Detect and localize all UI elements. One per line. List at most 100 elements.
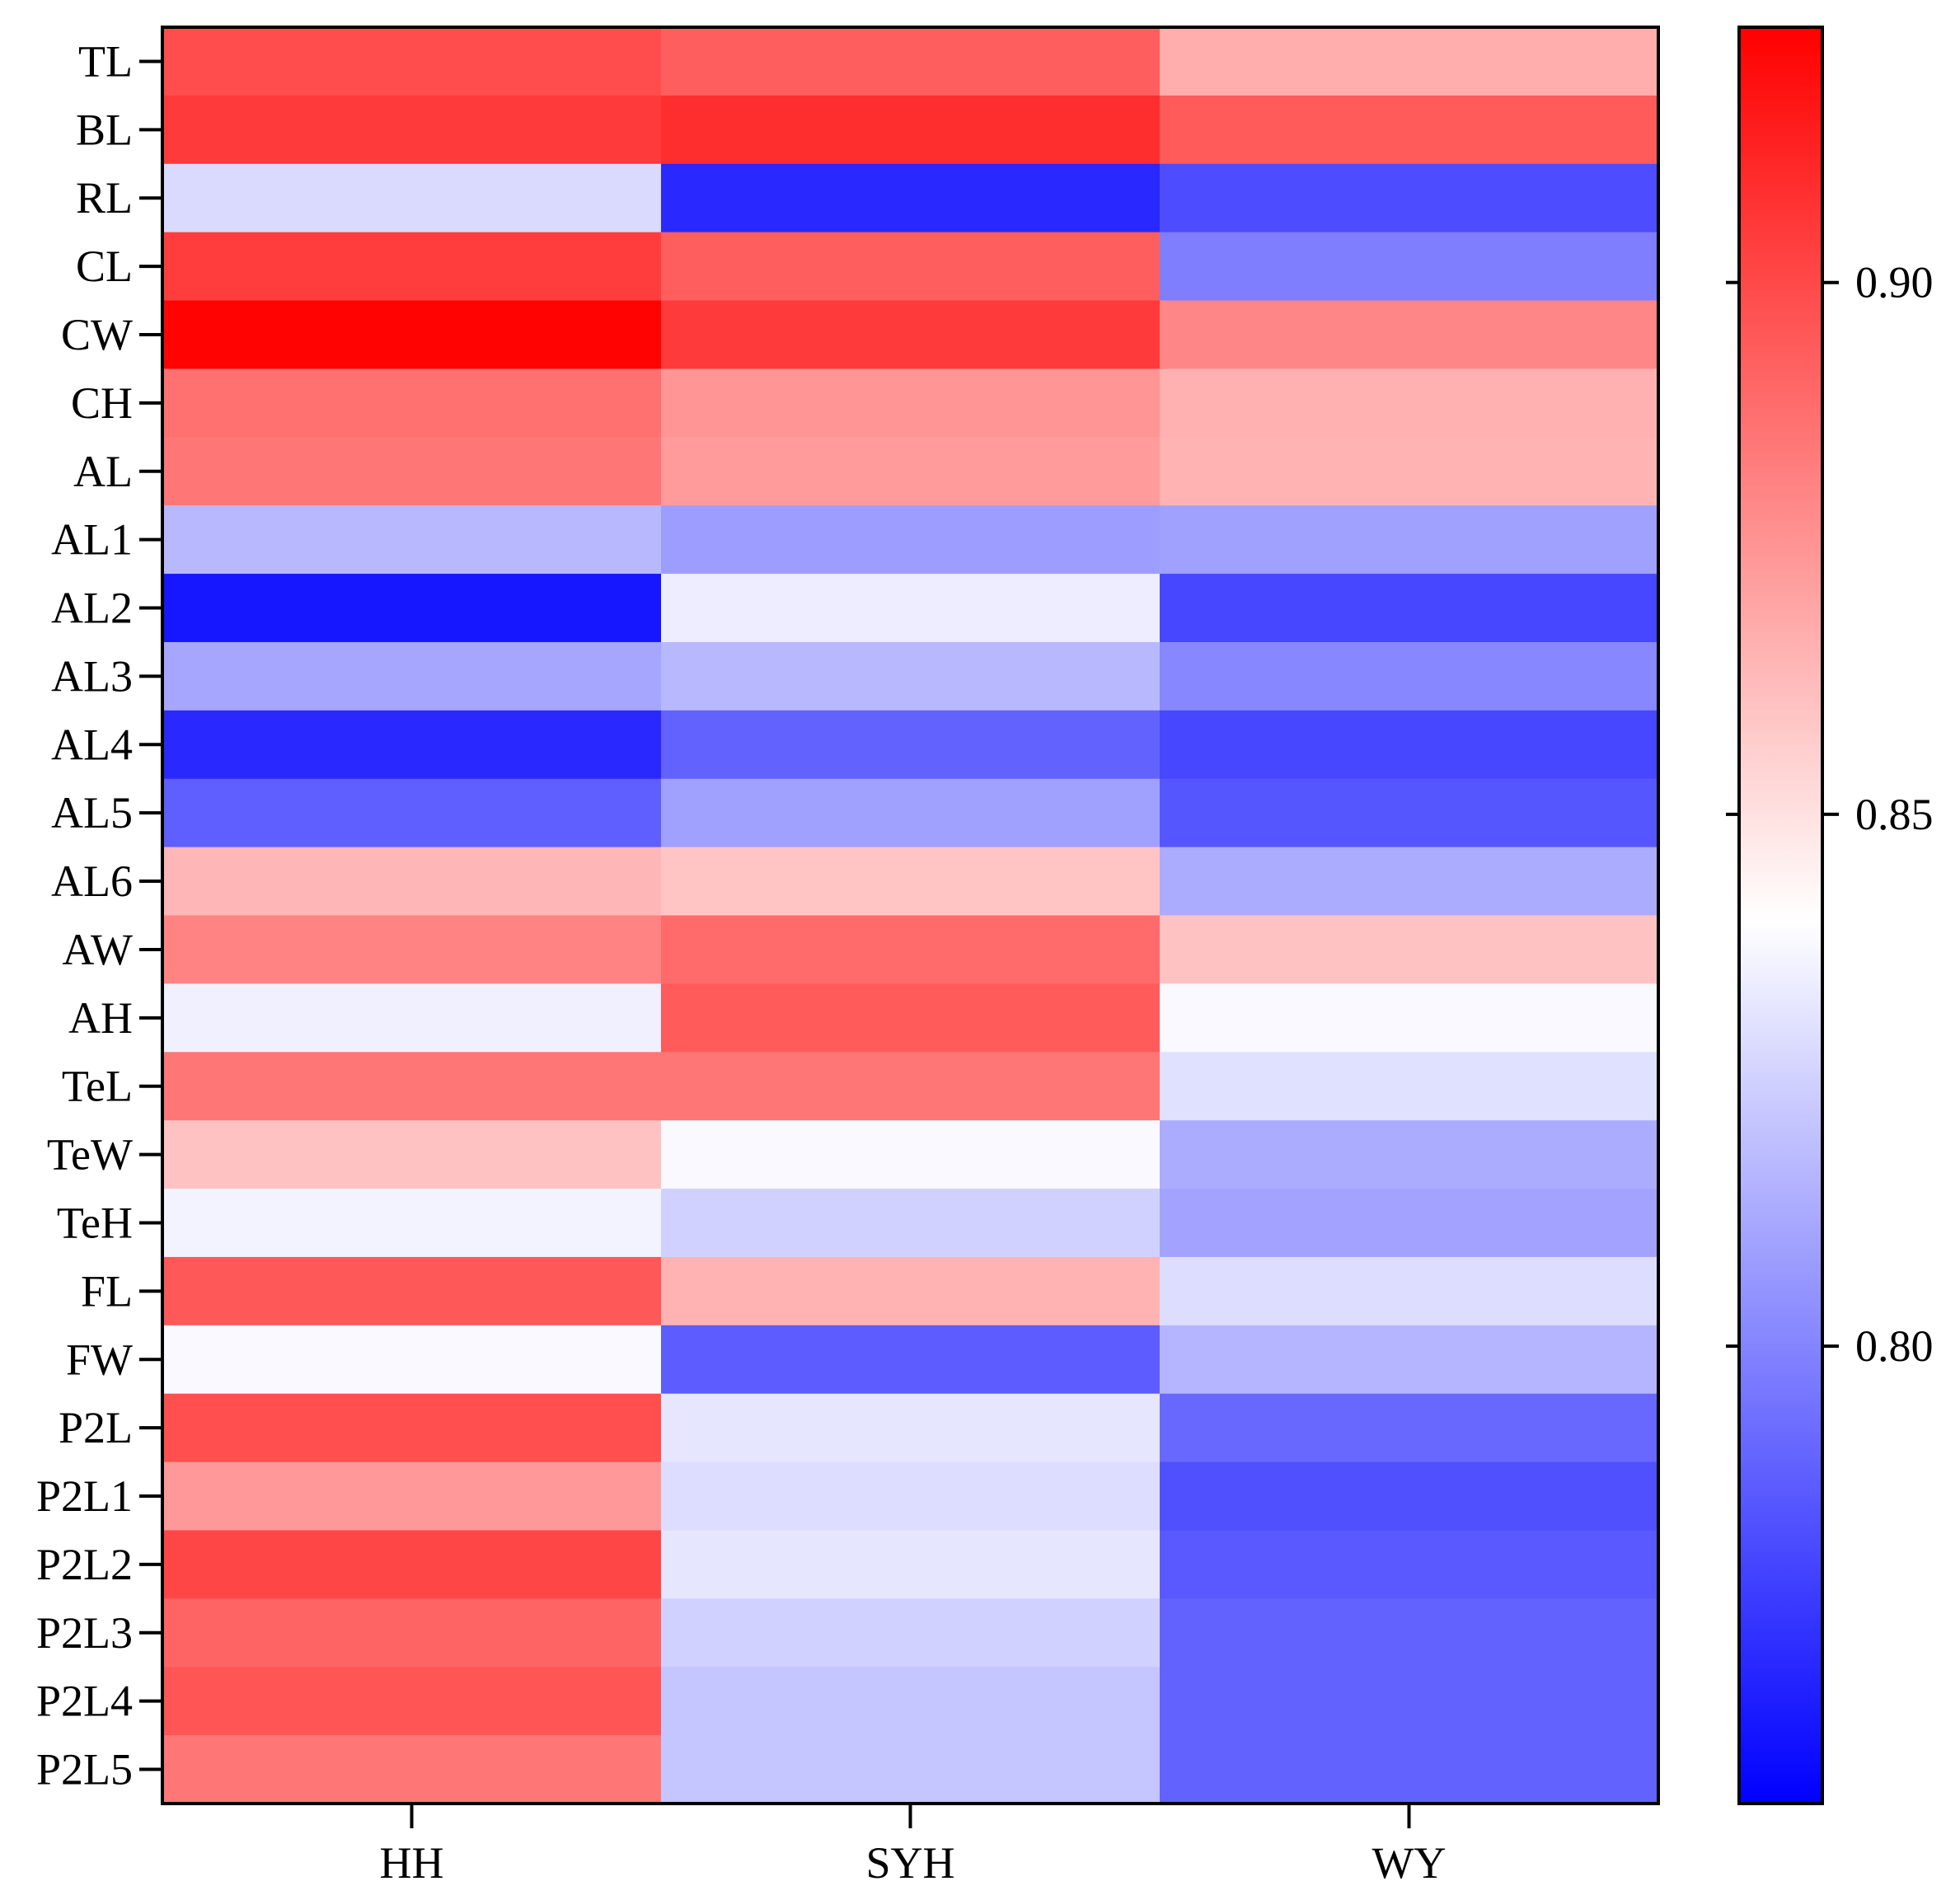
y-tick-label-P2L2: P2L2: [36, 1540, 133, 1589]
y-axis: TL BL RL CL CW CH AL AL1 AL2 AL3 AL4 AL5 AL6 AW AH TeL T…: [36, 36, 162, 1794]
heatmap-cell-AW-WY: [1160, 915, 1659, 984]
y-tick-label-FL: FL: [81, 1266, 133, 1316]
y-tick-label-P2L: P2L: [59, 1403, 133, 1452]
y-tick-label-AL3: AL3: [51, 651, 133, 701]
colorbar-tick-label-0.80: 0.80: [1855, 1321, 1934, 1371]
heatmap-cell-TeL-SYH: [661, 1052, 1161, 1121]
heatmap-cell-P2L2-WY: [1160, 1530, 1659, 1599]
heatmap-cell-BL-HH: [162, 95, 662, 165]
y-tick-label-AL1: AL1: [51, 515, 133, 565]
heatmap-cell-TL-HH: [162, 27, 662, 96]
y-tick-label-P2L4: P2L4: [36, 1677, 133, 1726]
y-tick-label-TL: TL: [78, 36, 133, 86]
y-tick-label-FW: FW: [66, 1335, 133, 1384]
y-tick-label-P2L5: P2L5: [36, 1745, 133, 1794]
heatmap-cell-P2L-SYH: [661, 1393, 1161, 1463]
heatmap-cell-AL4-SYH: [661, 710, 1161, 780]
heatmap-cell-P2L1-WY: [1160, 1461, 1659, 1532]
y-tick-label-P2L1: P2L1: [36, 1471, 133, 1521]
x-tick-label-SYH: SYH: [865, 1838, 954, 1888]
heatmap-cell-FW-SYH: [661, 1325, 1161, 1395]
heatmap-cell-P2L5-WY: [1160, 1735, 1659, 1804]
y-tick-label-TeW: TeW: [47, 1130, 133, 1180]
heatmap-cell-AH-HH: [162, 983, 662, 1053]
heatmap-cell-AL5-SYH: [661, 778, 1161, 848]
y-tick-label-AL5: AL5: [51, 788, 133, 837]
heatmap-cell-AW-HH: [162, 915, 662, 984]
x-tick-label-HH: HH: [380, 1838, 444, 1888]
heatmap-cell-AL4-WY: [1160, 710, 1659, 780]
heatmap-cell-AH-WY: [1160, 983, 1659, 1053]
y-tick-label-TeH: TeH: [57, 1198, 133, 1247]
heatmap-cell-P2L5-SYH: [661, 1735, 1161, 1804]
x-tick-label-WY: WY: [1372, 1838, 1447, 1888]
y-tick-label-TeL: TeL: [62, 1062, 133, 1111]
heatmap-cell-RL-SYH: [661, 163, 1161, 233]
heatmap-cell-FL-SYH: [661, 1256, 1161, 1326]
heatmap-cell-AL5-WY: [1160, 778, 1659, 848]
heatmap-cell-P2L3-WY: [1160, 1598, 1659, 1668]
heatmap-cell-AL-WY: [1160, 437, 1659, 506]
heatmap-cell-AH-SYH: [661, 983, 1161, 1053]
heatmap-cell-BL-SYH: [661, 95, 1161, 165]
y-tick-label-AH: AH: [68, 993, 133, 1043]
heatmap-cell-CH-WY: [1160, 368, 1659, 438]
heatmap-cell-RL-WY: [1160, 163, 1659, 233]
heatmap-cell-P2L1-HH: [162, 1461, 662, 1532]
heatmap-cell-P2L4-HH: [162, 1667, 662, 1736]
y-tick-label-CH: CH: [71, 378, 133, 428]
heatmap-cell-AL2-SYH: [661, 574, 1161, 643]
heatmap-cell-AL2-HH: [162, 574, 662, 643]
colorbar-tick-label-0.85: 0.85: [1855, 790, 1934, 839]
heatmap-cell-P2L-WY: [1160, 1393, 1659, 1463]
heatmap-cell-FW-HH: [162, 1325, 662, 1395]
y-tick-label-AL2: AL2: [51, 584, 133, 633]
y-tick-label-CL: CL: [76, 242, 133, 291]
heatmap-cell-P2L4-SYH: [661, 1667, 1161, 1736]
heatmap-cell-FW-WY: [1160, 1325, 1659, 1395]
heatmap-cell-TL-SYH: [661, 27, 1161, 96]
heatmap-cell-AL-SYH: [661, 437, 1161, 506]
y-tick-label-AL: AL: [73, 447, 133, 496]
heatmap-cell-AL6-WY: [1160, 847, 1659, 917]
heatmap-cell-CL-WY: [1160, 232, 1659, 302]
heatmap-cell-P2L1-SYH: [661, 1461, 1161, 1532]
y-tick-label-CW: CW: [61, 310, 133, 359]
heatmap-cell-P2L3-SYH: [661, 1598, 1161, 1668]
heatmap-cell-BL-WY: [1160, 95, 1659, 165]
heatmap-cell-TeL-WY: [1160, 1052, 1659, 1121]
heatmap-cell-P2L-HH: [162, 1393, 662, 1463]
heatmap-cell-AL1-WY: [1160, 505, 1659, 575]
heatmap-cell-TeW-HH: [162, 1120, 662, 1189]
y-tick-label-AW: AW: [62, 925, 133, 974]
y-tick-label-BL: BL: [76, 105, 133, 154]
heatmap-cell-CW-HH: [162, 300, 662, 370]
heatmap-cell-CH-SYH: [661, 368, 1161, 438]
heatmap-cell-P2L4-WY: [1160, 1667, 1659, 1736]
y-tick-label-AL4: AL4: [51, 720, 133, 769]
heatmap-cell-FL-HH: [162, 1256, 662, 1326]
heatmap-cell-P2L2-HH: [162, 1530, 662, 1599]
heatmap-cell-TeH-WY: [1160, 1189, 1659, 1258]
heatmap-cell-AL3-WY: [1160, 641, 1659, 711]
heatmap-cell-CW-SYH: [661, 300, 1161, 370]
heatmap-cell-P2L2-SYH: [661, 1530, 1161, 1599]
heatmap-cell-P2L3-HH: [162, 1598, 662, 1668]
heatmap-cell-FL-WY: [1160, 1256, 1659, 1326]
heatmap-cell-AL3-HH: [162, 641, 662, 711]
colorbar-axis: 0.80 0.85 0.90: [1726, 258, 1934, 1371]
colorbar-tick-label-0.90: 0.90: [1855, 258, 1934, 307]
heatmap-cell-CH-HH: [162, 368, 662, 438]
y-tick-label-P2L3: P2L3: [36, 1608, 133, 1658]
heatmap-cell-AL-HH: [162, 437, 662, 506]
y-tick-label-AL6: AL6: [51, 856, 133, 906]
heatmap-cell-CW-WY: [1160, 300, 1659, 370]
heatmap-cell-AL2-WY: [1160, 574, 1659, 643]
colorbar: [1737, 26, 1824, 1805]
heatmap-cell-TL-WY: [1160, 27, 1659, 96]
x-axis: HH SYH WY: [380, 1804, 1447, 1888]
heatmap-cell-AL1-HH: [162, 505, 662, 575]
heatmap-cell-AL3-SYH: [661, 641, 1161, 711]
heatmap-cell-TeH-SYH: [661, 1189, 1161, 1258]
